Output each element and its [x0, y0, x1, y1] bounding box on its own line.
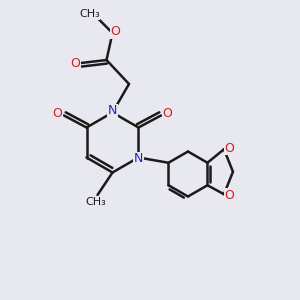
Text: O: O: [224, 189, 234, 202]
Text: CH₃: CH₃: [85, 196, 106, 207]
Text: CH₃: CH₃: [79, 9, 100, 19]
Text: O: O: [224, 142, 234, 155]
Text: N: N: [134, 152, 143, 166]
Text: O: O: [163, 107, 172, 121]
Text: O: O: [70, 56, 80, 70]
Text: N: N: [108, 104, 117, 118]
Text: O: O: [111, 25, 120, 38]
Text: O: O: [52, 107, 62, 121]
